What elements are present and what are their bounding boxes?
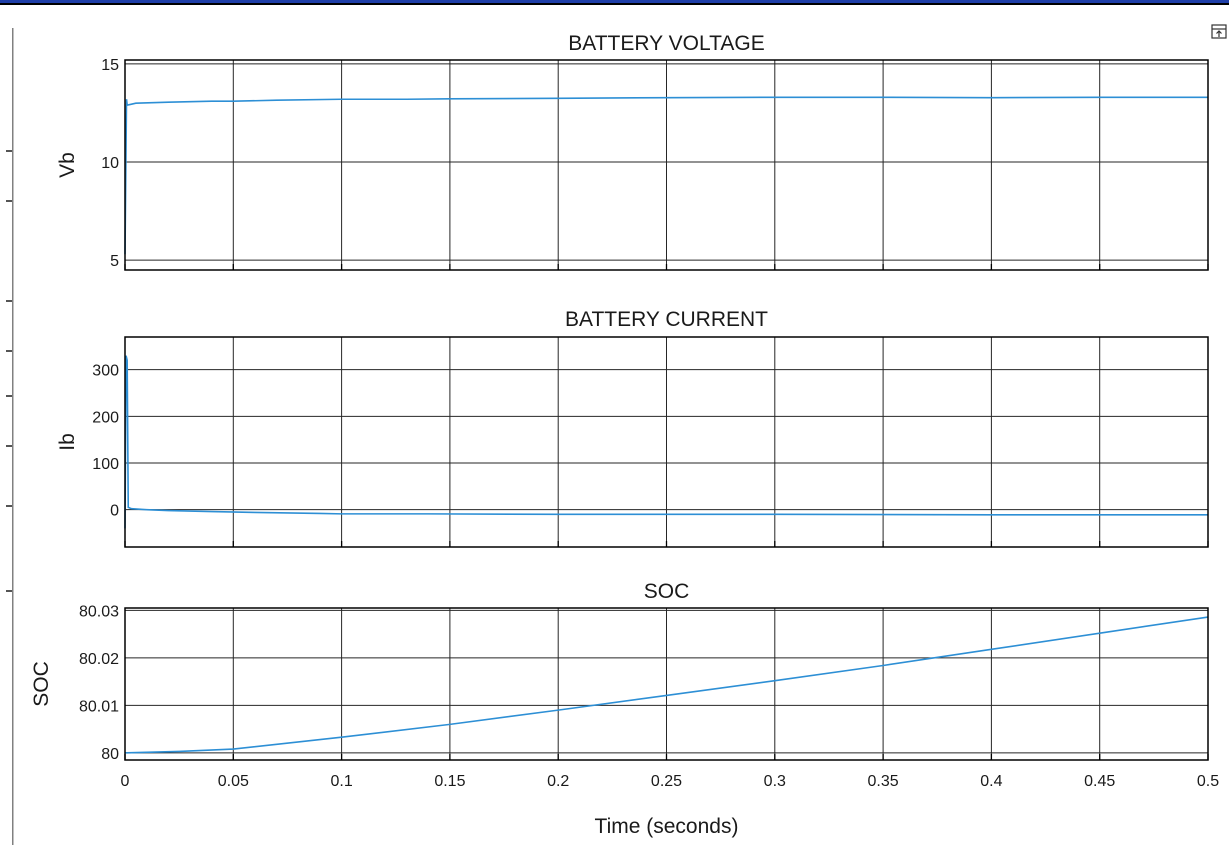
subplot-3: SOC 80 80.01 80.02 80.03 SOC 0 0.05 0.1 0.15 0.2 0.… xyxy=(30,580,1219,838)
x-tick-label: 0.45 xyxy=(1084,773,1115,790)
x-tick-label: 0.5 xyxy=(1197,773,1219,790)
edge-tick xyxy=(6,505,12,507)
y-tick-label: 300 xyxy=(92,363,119,380)
series-line-1 xyxy=(124,616,1209,754)
y-tick-label: 15 xyxy=(101,57,119,74)
y-axis-label: SOC xyxy=(30,661,53,707)
edge-tick xyxy=(6,395,12,397)
axes-frame xyxy=(124,607,1209,761)
window-edge-line xyxy=(12,28,14,845)
edge-tick xyxy=(6,445,12,447)
edge-tick xyxy=(6,200,12,202)
grid xyxy=(124,60,1209,270)
series-line-1 xyxy=(124,96,1208,255)
subplot-title: BATTERY VOLTAGE xyxy=(568,32,764,55)
top-link-underline xyxy=(0,0,1229,3)
left-window-edge xyxy=(6,28,14,845)
edge-tick xyxy=(6,350,12,352)
x-tick-label: 0.3 xyxy=(764,773,786,790)
edge-tick xyxy=(6,150,12,152)
axes-frame xyxy=(124,59,1209,271)
y-axis-label: Ib xyxy=(56,433,79,451)
x-tick-label: 0.05 xyxy=(218,773,249,790)
x-tick-label: 0.2 xyxy=(547,773,569,790)
y-axis-label: Vb xyxy=(56,152,79,178)
x-tick-label: 0.25 xyxy=(651,773,682,790)
y-tick-label: 80.02 xyxy=(79,651,119,668)
y-tick-label: 80 xyxy=(101,746,119,763)
subplot-1: BATTERY VOLTAGE 5 10 15 Vb xyxy=(56,32,1209,271)
y-tick-label: 80.03 xyxy=(79,603,119,620)
x-tick-label: 0.1 xyxy=(330,773,352,790)
y-tick-label: 80.01 xyxy=(79,698,119,715)
series-line-1 xyxy=(124,355,1208,529)
y-tick-label: 200 xyxy=(92,409,119,426)
subplot-title: SOC xyxy=(644,580,690,603)
y-tick-label: 0 xyxy=(110,503,119,520)
y-tick-label: 10 xyxy=(101,155,119,172)
edge-tick xyxy=(6,300,12,302)
subplot-title: BATTERY CURRENT xyxy=(565,308,768,331)
x-tick-label: 0.35 xyxy=(868,773,899,790)
edge-tick xyxy=(6,590,12,592)
top-link-strip xyxy=(0,0,1229,5)
y-tick-label: 5 xyxy=(110,253,119,270)
x-tick-label: 0.4 xyxy=(980,773,1002,790)
x-tick-label: 0 xyxy=(121,773,130,790)
x-tick-label: 0.15 xyxy=(434,773,465,790)
x-axis-label: Time (seconds) xyxy=(595,815,739,838)
subplot-2: BATTERY CURRENT 0 100 200 300 Ib xyxy=(56,308,1209,548)
restore-window-icon[interactable] xyxy=(1211,24,1227,39)
top-border-line xyxy=(0,3,1229,5)
y-tick-label: 100 xyxy=(92,456,119,473)
axes-frame xyxy=(124,336,1209,548)
grid xyxy=(124,608,1209,760)
